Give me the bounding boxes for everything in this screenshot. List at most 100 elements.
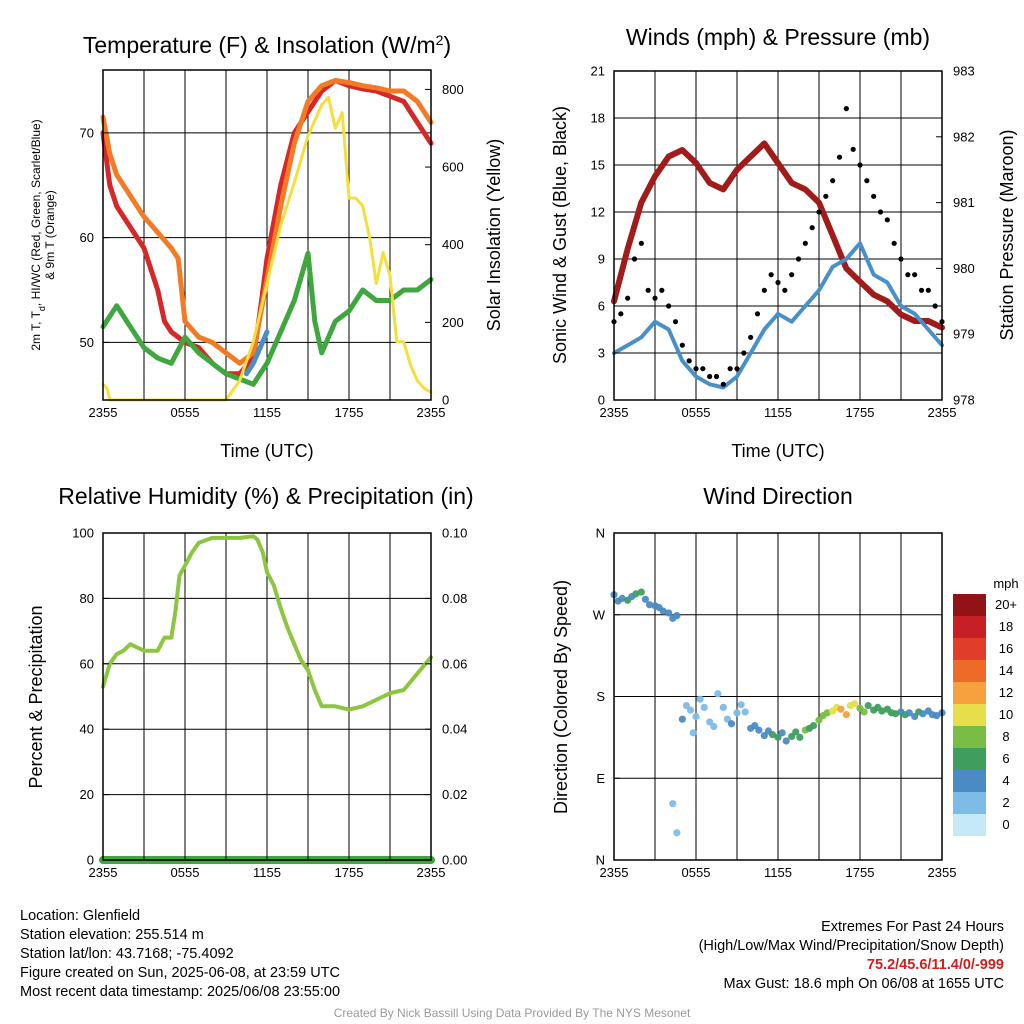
x-tick-label: 2355 xyxy=(417,405,446,420)
legend-swatch xyxy=(953,726,986,748)
y-tick-label-right: 981 xyxy=(953,195,975,210)
x-tick-label: 2355 xyxy=(928,865,957,880)
gust-point xyxy=(618,311,624,317)
series-sonic-wind xyxy=(612,241,944,390)
legend-swatch xyxy=(953,594,986,616)
humidity-ylabel-left: Percent & Precipitation xyxy=(26,605,46,788)
humidity-ticks: 2355 0555 1155 1755 23550204060801000.000.02… xyxy=(72,526,467,881)
legend-label: 0 xyxy=(1002,817,1009,832)
temperature-ticks: 2355 0555 1155 1755 2355 50 60 70 0 200 400 600 800 xyxy=(80,82,464,420)
gust-point xyxy=(672,319,679,325)
direction-point xyxy=(637,588,645,596)
y-tick-label-left: 3 xyxy=(598,346,605,361)
direction-point xyxy=(891,710,900,718)
direction-point xyxy=(696,695,704,703)
winds-panel: Winds (mph) & Pressure (mb) 2355 0555 1155… xyxy=(550,24,1017,461)
legend-label: 18 xyxy=(999,619,1013,634)
gust-point xyxy=(891,240,897,246)
direction-point xyxy=(632,590,640,598)
gust-point xyxy=(720,381,726,387)
direction-point xyxy=(618,594,626,603)
x-tick-label: 1755 xyxy=(846,405,875,420)
x-tick-label: 0555 xyxy=(682,405,711,420)
gust-point xyxy=(748,334,754,340)
direction-point xyxy=(669,800,677,808)
gust-point xyxy=(864,178,870,184)
speed-legend: mph 0 2 4 6 8 10 12 14 16 18 20+ xyxy=(953,576,1019,836)
gust-point xyxy=(850,146,856,152)
gust-point xyxy=(932,303,938,309)
y-tick-label-right: 200 xyxy=(442,315,464,330)
y-tick-label-right: 0.06 xyxy=(442,656,467,671)
series-station-pressure xyxy=(611,140,945,331)
legend-swatch xyxy=(953,638,986,660)
direction-grid xyxy=(614,532,942,861)
y-tick-label-right: 600 xyxy=(442,160,464,175)
direction-point xyxy=(673,829,681,837)
y-tick-label-right: 400 xyxy=(442,237,464,252)
temperature-ylabel-right: Solar Insolation (Yellow) xyxy=(484,139,504,331)
humidity-title: Relative Humidity (%) & Precipitation (i… xyxy=(58,483,473,509)
legend-title: mph xyxy=(993,576,1018,591)
y-tick-label-right: 0.02 xyxy=(442,787,467,802)
x-tick-label: 1155 xyxy=(253,405,281,420)
gust-point xyxy=(898,256,904,262)
x-tick-label: 2355 xyxy=(928,405,957,420)
direction-point xyxy=(645,601,654,609)
direction-point xyxy=(692,712,700,721)
gust-point xyxy=(638,240,644,246)
y-tick-label-left: 80 xyxy=(80,591,94,606)
winds-grid xyxy=(614,70,942,401)
winds-xlabel: Time (UTC) xyxy=(731,441,824,461)
direction-point xyxy=(792,728,800,736)
legend-label: 14 xyxy=(999,663,1013,678)
legend-swatch xyxy=(953,704,986,726)
direction-point xyxy=(641,595,650,603)
y-tick-label-left: 21 xyxy=(591,64,605,79)
series-wc xyxy=(244,329,270,377)
direction-point xyxy=(737,701,745,709)
gust-point xyxy=(679,342,685,348)
series-td xyxy=(100,250,434,387)
direction-point xyxy=(714,690,722,698)
direction-point xyxy=(689,729,697,737)
x-tick-label: 2355 xyxy=(89,405,118,420)
y-tick-label-right: 983 xyxy=(953,64,975,79)
gust-point xyxy=(871,193,877,199)
x-tick-label: 2355 xyxy=(417,865,446,880)
legend-swatch xyxy=(953,770,986,792)
direction-point xyxy=(700,703,708,712)
gust-point xyxy=(645,287,651,293)
legend-swatch xyxy=(953,814,986,836)
direction-point xyxy=(860,708,868,716)
direction-ylabel-left: Direction (Colored By Speed) xyxy=(551,580,571,814)
direction-point xyxy=(778,729,786,737)
humidity-grid xyxy=(103,532,431,861)
legend-swatch xyxy=(953,616,986,638)
gust-point xyxy=(816,209,822,215)
legend-swatch xyxy=(953,682,986,704)
gust-point xyxy=(830,178,836,184)
y-tick-label-right: 982 xyxy=(953,129,975,144)
gust-point xyxy=(625,295,631,301)
gust-point xyxy=(877,209,884,215)
direction-title: Wind Direction xyxy=(703,483,853,509)
y-tick-label-left: S xyxy=(596,689,605,704)
direction-point xyxy=(686,706,695,714)
direction-point xyxy=(837,705,845,713)
winds-frame xyxy=(613,70,943,401)
temperature-title: Temperature (F) & Insolation (W/m2) xyxy=(83,32,451,58)
max-gust: Max Gust: 18.6 mph On 06/08 at 1655 UTC xyxy=(723,976,1004,992)
y-tick-label-left: 70 xyxy=(80,125,94,140)
legend-label: 8 xyxy=(1002,729,1009,744)
gust-point xyxy=(789,272,795,278)
extremes-values: 75.2/45.6/11.4/0/-999 xyxy=(866,957,1004,973)
gust-point xyxy=(905,272,911,278)
direction-point xyxy=(659,607,667,615)
y-tick-label-left: E xyxy=(596,771,605,786)
y-tick-label-left: 40 xyxy=(80,722,94,737)
y-tick-label-left: W xyxy=(593,607,606,622)
x-tick-label: 0555 xyxy=(171,865,200,880)
gust-point xyxy=(652,295,658,301)
